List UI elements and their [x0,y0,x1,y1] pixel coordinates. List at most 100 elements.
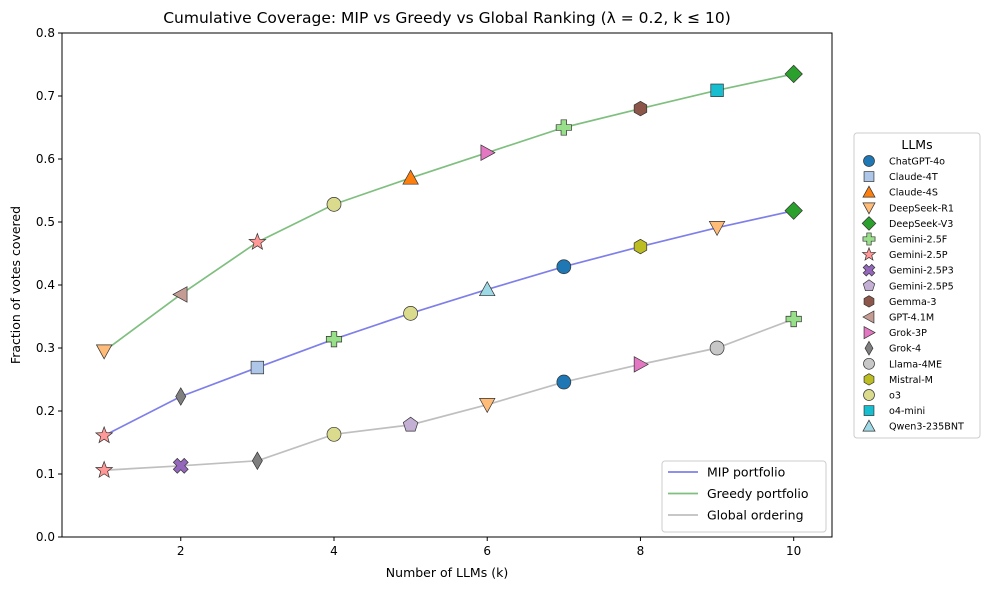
llm-legend-title: LLMs [901,137,932,152]
point-mip-portfolio-deepseek-v3-shape [784,201,803,220]
llm-legend-label-deepseek-v3: DeepSeek-V3 [889,219,953,230]
point-global-ordering-llama-4me-shape [709,340,725,356]
point-greedy-portfolio-deepseek-r1-shape [95,344,113,360]
llm-legend-marker-deepseek-r1-shape [862,202,876,215]
y-tick-label: 0.5 [36,215,55,229]
llm-legend-marker-gemini-2-5p5 [862,279,876,292]
point-greedy-portfolio-gemma-3-shape [633,100,648,117]
point-global-ordering-gemini-2-5f [785,310,802,328]
series-legend: MIP portfolio Greedy portfolio Global orde… [661,460,827,533]
point-global-ordering-gemini-2-5p-shape [94,460,114,479]
point-mip-portfolio-grok-4 [175,387,187,406]
point-mip-portfolio-qwen3-235bnt-shape [478,280,496,297]
point-global-ordering-grok-4-shape [251,451,263,471]
plot-frame [61,32,833,538]
x-tick-label: 10 [786,544,801,558]
point-greedy-portfolio-gemma-3 [633,100,648,117]
series-line-mip-portfolio [103,209,794,437]
llm-legend-label-gemini-2-5p5: Gemini-2.5P5 [889,281,954,292]
series-legend-label-mip-portfolio: MIP portfolio [707,465,785,480]
llm-legend-marker-llama-4me-shape [863,357,875,370]
point-global-ordering-gemini-2-5p3 [172,457,189,474]
point-global-ordering-gemini-2-5p5 [402,416,419,432]
point-greedy-portfolio-o4-mini [710,83,724,97]
point-greedy-portfolio-gemini-2-5f-shape [555,119,572,136]
point-global-ordering-gemini-2-5p3-shape [172,457,189,474]
point-global-ordering-deepseek-r1 [478,398,496,414]
llm-legend-marker-mistral-m-shape [863,373,875,386]
llm-legend-label-claude-4t: Claude-4T [889,172,938,183]
point-mip-portfolio-mistral-m [633,238,648,255]
point-mip-portfolio-gemini-2-5p-shape [94,425,114,444]
llm-legend-marker-grok-4-shape [864,340,874,356]
y-axis-label: Fraction of votes covered [8,206,23,364]
axes: 2 4 6 8 10 0.0 0.1 0.2 0.3 0.4 0.5 0.6 0.7 0.8 [36,26,801,558]
point-global-ordering-deepseek-r1-shape [478,398,496,414]
point-global-ordering-o3-shape [326,426,342,442]
x-tick-label: 6 [483,544,491,558]
point-mip-portfolio-deepseek-r1 [708,221,726,237]
llm-legend-marker-o3 [863,389,875,401]
point-mip-portfolio-gemini-2-5f-shape [325,331,343,348]
point-global-ordering-gemini-2-5p [94,460,114,479]
point-mip-portfolio-mistral-m-shape [633,238,648,255]
llm-legend-label-mistral-m: Mistral-M [889,375,933,386]
llm-legend-label-gpt-4-1m: GPT-4.1M [889,313,934,324]
llm-legend-label-gemma-3: Gemma-3 [889,297,936,308]
llm-legend-marker-gemma-3 [863,295,875,308]
llm-legend-marker-claude-4s-shape [862,185,876,198]
series-line-greedy-portfolio [103,73,794,352]
llm-legend-marker-o3-shape [863,389,875,401]
llm-legend-label-o3: o3 [889,391,901,402]
series-legend-label-global-ordering: Global ordering [707,508,804,523]
llm-legend-marker-gemini-2-5p-shape [861,246,877,261]
llm-legend-label-gemini-2-5p: Gemini-2.5P [889,250,948,261]
y-tick-label: 0.6 [36,152,55,166]
llm-legend-marker-gemini-2-5f [862,232,876,246]
point-global-ordering-llama-4me [709,340,725,356]
point-mip-portfolio-grok-4-shape [175,387,187,406]
llm-legend-marker-gemma-3-shape [863,295,875,308]
point-mip-portfolio-deepseek-r1-shape [708,221,726,237]
y-tick-label: 0.4 [36,278,55,292]
llm-legend-marker-gpt-4-1m-shape [862,310,875,324]
series-line-global-ordering [104,318,794,472]
point-global-ordering-chatgpt-4o [556,374,572,390]
point-greedy-portfolio-grok-3p [480,144,496,161]
llm-legend-label-gemini-2-5p3: Gemini-2.5P3 [889,266,954,277]
llm-legend-marker-deepseek-r1 [862,202,876,215]
llm-legend-marker-chatgpt-4o-shape [863,155,875,167]
point-greedy-portfolio-gemini-2-5f [555,119,572,136]
series-lines [103,73,794,472]
y-tick-label: 0.0 [36,530,55,544]
point-mip-portfolio-claude-4t-shape [250,360,265,375]
llm-legend-marker-deepseek-v3-shape [861,216,877,231]
y-tick-label: 0.3 [36,341,55,355]
llm-legend-label-deepseek-r1: DeepSeek-R1 [889,203,954,214]
llm-legend: LLMs ChatGPT-4o Claude-4T Claude-4S DeepSee… [853,132,981,439]
point-greedy-portfolio-claude-4s [402,169,419,185]
llm-legend-marker-gemini-2-5f-shape [862,232,876,246]
point-global-ordering-grok-4 [251,451,263,471]
series-markers [94,64,803,479]
point-greedy-portfolio-o3-shape [326,197,342,212]
point-mip-portfolio-qwen3-235bnt [478,280,496,297]
chart-title: Cumulative Coverage: MIP vs Greedy vs Gl… [163,9,731,27]
x-axis-label: Number of LLMs (k) [386,565,508,580]
point-mip-portfolio-chatgpt-4o [556,259,572,275]
point-global-ordering-gemini-2-5f-shape [785,310,802,328]
plot-area [61,32,833,538]
y-tick-label: 0.2 [36,404,55,418]
llm-legend-label-grok-3p: Grok-3P [889,328,927,339]
point-greedy-portfolio-o4-mini-shape [710,83,724,97]
point-greedy-portfolio-o3 [326,197,342,212]
series-legend-frame [661,460,827,533]
point-greedy-portfolio-grok-3p-shape [480,144,496,161]
point-global-ordering-o3 [326,426,342,442]
point-global-ordering-grok-3p [633,356,649,373]
point-greedy-portfolio-gpt-4-1m-shape [172,286,188,303]
llm-legend-frame [853,132,981,439]
llm-legend-label-claude-4s: Claude-4S [889,188,938,199]
llm-legend-marker-claude-4t [863,171,875,182]
